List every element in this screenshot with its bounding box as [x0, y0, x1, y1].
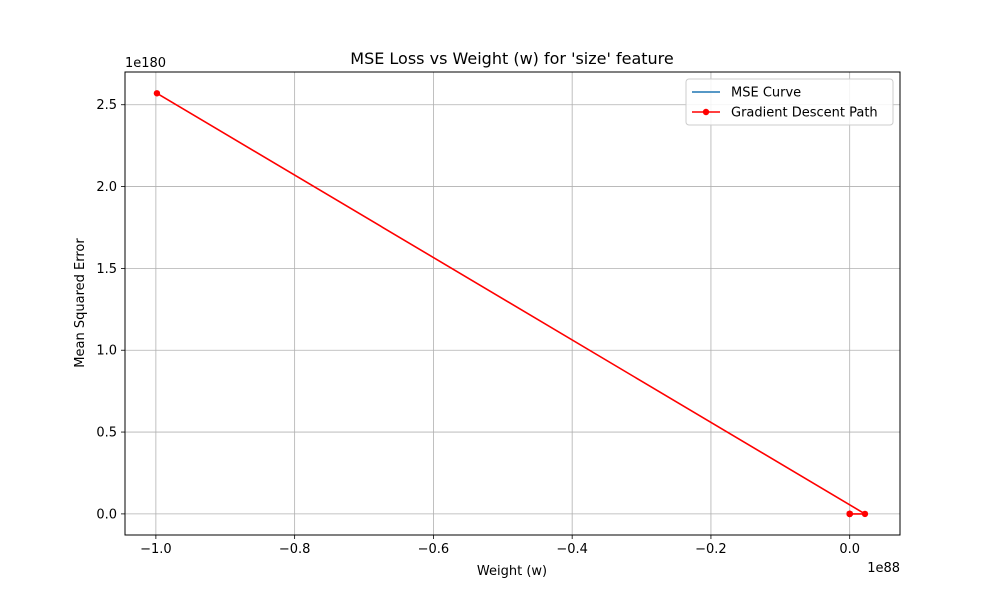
legend: MSE Curve Gradient Descent Path [685, 78, 894, 126]
axis-ticks: −1.0 −0.8 −0.6 −0.4 −0.2 0.0 0.0 0.5 1.0 1.5 2.0 2.… [96, 98, 860, 557]
x-tick-label: −0.8 [279, 542, 311, 557]
x-tick-label: 0.0 [839, 542, 860, 557]
plot-frame [124, 71, 901, 536]
grid-lines [125, 72, 900, 535]
y-tick-label: 2.5 [96, 98, 117, 113]
plot-series [153, 90, 869, 518]
x-tick-label: −0.4 [556, 542, 588, 557]
legend-box [685, 78, 894, 126]
y-scale-label: 1e180 [125, 56, 166, 71]
x-tick-label: −0.2 [695, 542, 727, 557]
legend-label: Gradient Descent Path [731, 106, 878, 121]
y-tick-label: 2.0 [96, 180, 117, 195]
data-point [846, 510, 853, 518]
legend-marker [702, 108, 710, 116]
x-axis-label: Weight (w) [477, 564, 547, 579]
series-line-1 [156, 92, 868, 515]
legend-label: MSE Curve [731, 86, 801, 101]
y-tick-label: 0.0 [96, 507, 117, 522]
y-tick-label: 0.5 [96, 426, 117, 441]
x-tick-label: −1.0 [140, 542, 172, 557]
chart-title: MSE Loss vs Weight (w) for 'size' featur… [350, 49, 673, 68]
x-scale-label: 1e88 [867, 561, 900, 576]
y-tick-label: 1.5 [96, 262, 117, 277]
data-point [153, 90, 161, 97]
data-point [861, 510, 869, 518]
y-axis-label: Mean Squared Error [73, 238, 88, 368]
y-tick-label: 1.0 [96, 344, 117, 359]
x-tick-label: −0.6 [418, 542, 450, 557]
